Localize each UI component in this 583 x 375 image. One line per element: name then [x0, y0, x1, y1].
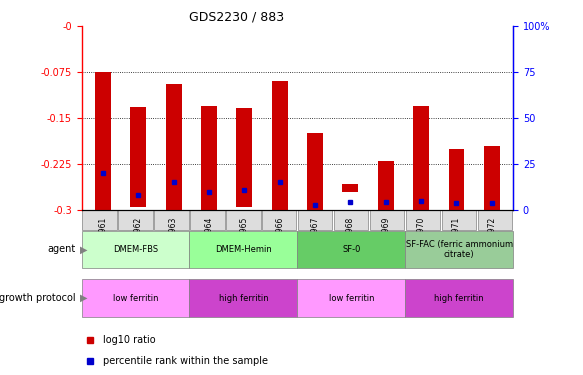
- Bar: [405, 231, 513, 268]
- Bar: [130, 107, 146, 207]
- Text: SF-0: SF-0: [342, 245, 360, 254]
- Text: growth protocol: growth protocol: [0, 293, 76, 303]
- Bar: [82, 231, 189, 268]
- Bar: [478, 210, 512, 230]
- Bar: [405, 279, 513, 317]
- Bar: [189, 231, 297, 268]
- Bar: [82, 210, 117, 230]
- Text: log10 ratio: log10 ratio: [103, 335, 156, 345]
- Text: high ferritin: high ferritin: [219, 294, 268, 303]
- Bar: [166, 84, 181, 210]
- Bar: [190, 210, 224, 230]
- Bar: [297, 279, 405, 317]
- Bar: [118, 210, 153, 230]
- Bar: [262, 210, 297, 230]
- Text: percentile rank within the sample: percentile rank within the sample: [103, 356, 268, 366]
- Bar: [442, 210, 476, 230]
- Bar: [95, 72, 111, 210]
- Text: ▶: ▶: [80, 293, 88, 303]
- Text: high ferritin: high ferritin: [434, 294, 484, 303]
- Text: low ferritin: low ferritin: [328, 294, 374, 303]
- Bar: [298, 210, 332, 230]
- Bar: [406, 210, 440, 230]
- Bar: [370, 210, 405, 230]
- Bar: [82, 279, 189, 317]
- Bar: [297, 231, 405, 268]
- Text: DMEM-FBS: DMEM-FBS: [113, 245, 158, 254]
- Text: SF-FAC (ferric ammonium
citrate): SF-FAC (ferric ammonium citrate): [406, 240, 512, 259]
- Bar: [272, 81, 287, 210]
- Bar: [413, 106, 429, 210]
- Bar: [484, 146, 500, 210]
- Text: ▶: ▶: [80, 244, 88, 254]
- Text: DMEM-Hemin: DMEM-Hemin: [215, 245, 272, 254]
- Bar: [307, 134, 323, 210]
- Bar: [448, 149, 465, 210]
- Text: GDS2230 / 883: GDS2230 / 883: [189, 11, 285, 24]
- Text: agent: agent: [48, 244, 76, 254]
- Bar: [189, 279, 297, 317]
- Bar: [334, 210, 368, 230]
- Bar: [342, 184, 359, 192]
- Bar: [154, 210, 189, 230]
- Bar: [226, 210, 261, 230]
- Bar: [201, 106, 217, 210]
- Bar: [236, 108, 252, 207]
- Text: low ferritin: low ferritin: [113, 294, 159, 303]
- Bar: [378, 161, 394, 210]
